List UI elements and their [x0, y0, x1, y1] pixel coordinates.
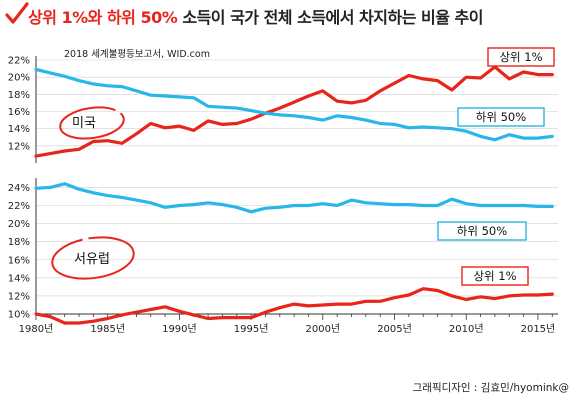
region-label: 미국	[72, 116, 96, 131]
series-label: 상위 1%	[499, 50, 542, 64]
series-line-eu-bottom50	[34, 182, 554, 214]
source-note: 2018 세계불평등보고서, WID.com	[64, 49, 210, 60]
y-tick-label: 22%	[8, 201, 30, 212]
checkmark-icon	[5, 2, 29, 24]
y-tick-label: 18%	[8, 237, 30, 248]
x-tick-label: 2005년	[377, 323, 412, 335]
y-tick-label: 12%	[8, 291, 30, 302]
y-tick-label: 22%	[8, 56, 30, 67]
series-label-box	[461, 266, 529, 286]
y-tick-label: 18%	[8, 90, 30, 101]
x-tick-label: 2010년	[449, 323, 484, 335]
x-tick-label: 2000년	[305, 323, 340, 335]
x-tick-label: 1990년	[162, 323, 197, 335]
chart-title: 상위 1%와 하위 50% 소득이 국가 전체 소득에서 차지하는 비율 추이	[28, 4, 483, 28]
series-label: 하위 50%	[476, 110, 526, 124]
y-tick-label: 20%	[8, 73, 30, 84]
tick-label-layer: 12% 14% 16% 18% 20% 22% 10% 12% 14% 16% 18% 20% 22% 2…	[8, 56, 555, 336]
x-tick-label: 1985년	[90, 323, 125, 335]
region-circle-icon	[59, 106, 125, 140]
x-tick-label: 1995년	[234, 323, 269, 335]
y-tick-label: 16%	[8, 107, 30, 118]
x-tick-label: 1980년	[19, 323, 54, 335]
series-label: 상위 1%	[473, 269, 516, 283]
y-tick-label: 12%	[8, 141, 30, 152]
chart-title-rest: 소득이 국가 전체 소득에서 차지하는 비율 추이	[177, 8, 483, 27]
series-line-us-bottom50	[34, 67, 554, 142]
region-circle-icon	[51, 236, 135, 280]
y-tick-label: 24%	[8, 183, 30, 194]
y-tick-label: 10%	[8, 310, 30, 321]
series-line-us-top1	[34, 65, 554, 158]
series-label-box	[457, 107, 545, 127]
series-label-box	[437, 221, 527, 241]
series-layer	[34, 65, 554, 325]
series-label-box	[487, 47, 555, 67]
chart-title-highlight: 상위 1%와 하위 50%	[28, 8, 178, 27]
graphic-credit: 그래픽디자인 : 김효민/hyomink@	[412, 382, 569, 394]
series-label: 하위 50%	[457, 224, 507, 238]
region-label: 서유럽	[74, 252, 110, 267]
y-tick-label: 14%	[8, 124, 30, 135]
x-tick-label: 2015년	[521, 323, 556, 335]
y-tick-label: 20%	[8, 219, 30, 230]
y-tick-label: 16%	[8, 255, 30, 266]
y-tick-label: 14%	[8, 273, 30, 284]
series-line-eu-top1	[34, 287, 554, 325]
